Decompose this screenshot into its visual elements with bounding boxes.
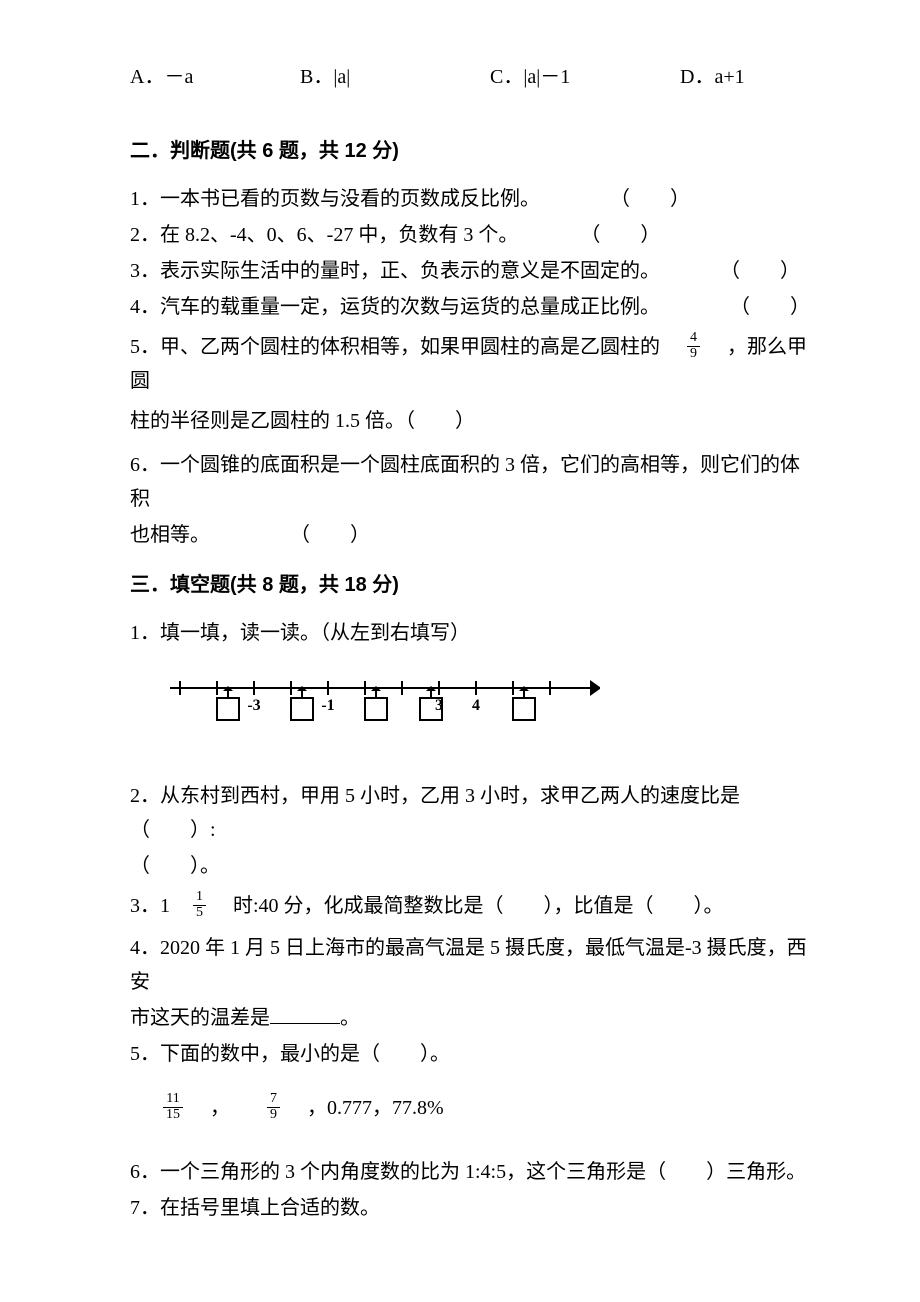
s3-q4-line1: 4．2020 年 1 月 5 日上海市的最高气温是 5 摄氏度，最低气温是-3 … bbox=[130, 931, 810, 999]
s2-q3: 3．表示实际生活中的量时，正、负表示的意义是不固定的。 （ ） bbox=[130, 254, 810, 288]
s2-q5a: 5．甲、乙两个圆柱的体积相等，如果甲圆柱的高是乙圆柱的 bbox=[130, 336, 660, 358]
s2-q6-line1: 6．一个圆锥的底面积是一个圆柱底面积的 3 倍，它们的高相等，则它们的体积 bbox=[130, 448, 810, 516]
section2-title: 二．判断题(共 6 题，共 12 分) bbox=[130, 134, 810, 168]
svg-text:-1: -1 bbox=[321, 697, 334, 714]
sep: ， bbox=[210, 1097, 230, 1119]
s3-q2-line1: 2．从东村到西村，甲用 5 小时，乙用 3 小时，求甲乙两人的速度比是（ ）: bbox=[130, 779, 810, 847]
frac-den: 5 bbox=[193, 905, 206, 921]
option-d: D．a+1 bbox=[680, 60, 820, 94]
frac-den: 9 bbox=[267, 1107, 280, 1123]
frac-num: 4 bbox=[687, 331, 700, 346]
number-line-figure: -3-134 bbox=[160, 664, 810, 755]
s2-q6-line2: 也相等。 （ ） bbox=[130, 518, 810, 552]
paren: （ ） bbox=[720, 260, 800, 282]
number-line-svg: -3-134 bbox=[160, 664, 600, 744]
options-row: A．－a B．|a| C．|a|－1 D．a+1 bbox=[130, 60, 810, 94]
s2-q6b: 也相等。 bbox=[130, 524, 210, 546]
s3-q5: 5．下面的数中，最小的是（ ）。 bbox=[130, 1037, 810, 1071]
frac-num: 11 bbox=[163, 1092, 183, 1107]
paren: （ ） bbox=[730, 296, 810, 318]
fraction-7-9: 7 9 bbox=[267, 1092, 280, 1122]
s2-q3-text: 3．表示实际生活中的量时，正、负表示的意义是不固定的。 bbox=[130, 260, 660, 282]
s2-q2: 2．在 8.2、-4、0、6、-27 中，负数有 3 个。 （ ） bbox=[130, 218, 810, 252]
s2-q5c: 柱的半径则是乙圆柱的 1.5 倍。（ ） bbox=[130, 410, 475, 432]
s2-q2-text: 2．在 8.2、-4、0、6、-27 中，负数有 3 个。 bbox=[130, 224, 518, 246]
s2-q1: 1．一本书已看的页数与没看的页数成反比例。 （ ） bbox=[130, 182, 810, 216]
svg-text:4: 4 bbox=[472, 697, 480, 714]
s2-q4-text: 4．汽车的载重量一定，运货的次数与运货的总量成正比例。 bbox=[130, 296, 660, 318]
frac-den: 9 bbox=[687, 346, 700, 362]
s2-q4: 4．汽车的载重量一定，运货的次数与运货的总量成正比例。 （ ） bbox=[130, 290, 810, 324]
option-c: C．|a|－1 bbox=[490, 60, 680, 94]
s3-q1: 1．填一填，读一读。（从左到右填写） bbox=[130, 616, 810, 650]
s3-q7: 7．在括号里填上合适的数。 bbox=[130, 1191, 810, 1225]
fraction-4-9: 4 9 bbox=[687, 331, 700, 361]
frac-num: 7 bbox=[267, 1092, 280, 1107]
page: A．－a B．|a| C．|a|－1 D．a+1 二．判断题(共 6 题，共 1… bbox=[0, 0, 920, 1287]
s3-q2-line2: （ ）。 bbox=[130, 849, 810, 883]
paren: （ ） bbox=[610, 188, 690, 210]
s2-q6a: 6．一个圆锥的底面积是一个圆柱底面积的 3 倍，它们的高相等，则它们的体积 bbox=[130, 454, 800, 510]
s3-q4c: 。 bbox=[340, 1007, 360, 1029]
option-b: B．|a| bbox=[300, 60, 490, 94]
section3-title: 三．填空题(共 8 题，共 18 分) bbox=[130, 568, 810, 602]
s2-q5-line1: 5．甲、乙两个圆柱的体积相等，如果甲圆柱的高是乙圆柱的 4 9 ，那么甲圆 bbox=[130, 330, 810, 398]
s3-q6: 6．一个三角形的 3 个内角度数的比为 1:4:5，这个三角形是（ ）三角形。 bbox=[130, 1155, 810, 1189]
frac-den: 15 bbox=[163, 1107, 183, 1123]
s3-q4b: 市这天的温差是 bbox=[130, 1007, 270, 1029]
rest: ，0.777，77.8% bbox=[307, 1097, 444, 1119]
s3-q3: 3．1 1 5 时:40 分，化成最简整数比是（ ），比值是（ ）。 bbox=[130, 889, 810, 923]
fraction-1-5: 1 5 bbox=[193, 890, 206, 920]
option-a: A．－a bbox=[130, 60, 300, 94]
s3-q4-line2: 市这天的温差是 。 bbox=[130, 1001, 810, 1035]
s2-q1-text: 1．一本书已看的页数与没看的页数成反比例。 bbox=[130, 188, 540, 210]
paren: （ ） bbox=[580, 224, 660, 246]
blank-underline bbox=[270, 1003, 340, 1024]
paren: （ ） bbox=[290, 524, 370, 546]
frac-num: 1 bbox=[193, 890, 206, 905]
s3-q5-options: 11 15 ， 7 9 ，0.777，77.8% bbox=[160, 1091, 810, 1125]
fraction-11-15: 11 15 bbox=[163, 1092, 183, 1122]
svg-text:-3: -3 bbox=[247, 697, 260, 714]
s3-q3a: 3．1 bbox=[130, 895, 170, 917]
s2-q5-line2: 柱的半径则是乙圆柱的 1.5 倍。（ ） bbox=[130, 404, 810, 438]
s3-q3b: 时:40 分，化成最简整数比是（ ），比值是（ ）。 bbox=[233, 895, 724, 917]
